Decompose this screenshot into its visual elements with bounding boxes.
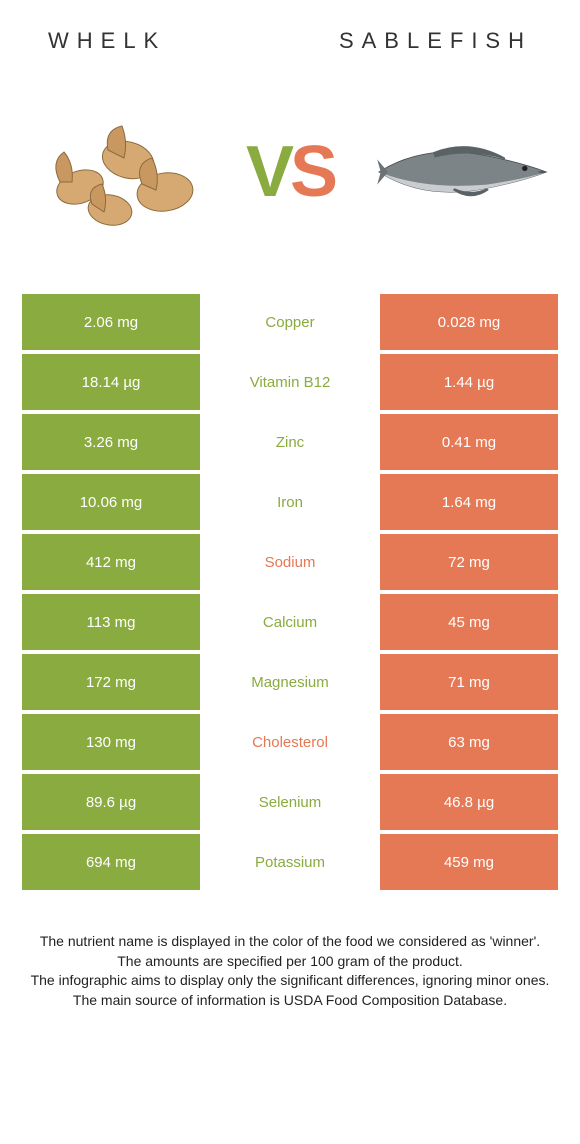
- footer-line: The infographic aims to display only the…: [26, 971, 554, 991]
- right-value-cell: 45 mg: [380, 594, 558, 650]
- right-food-image: [360, 82, 560, 262]
- vs-s: S: [290, 131, 334, 213]
- nutrient-label: Potassium: [200, 834, 380, 890]
- right-value-cell: 71 mg: [380, 654, 558, 710]
- images-row: VS: [0, 72, 580, 272]
- infographic-root: WHELK SABLEFISH VS: [0, 0, 580, 1010]
- right-value-cell: 459 mg: [380, 834, 558, 890]
- left-value-cell: 10.06 mg: [22, 474, 200, 530]
- nutrient-label: Calcium: [200, 594, 380, 650]
- nutrient-label: Zinc: [200, 414, 380, 470]
- table-row: 412 mgSodium72 mg: [22, 534, 558, 590]
- left-value-cell: 130 mg: [22, 714, 200, 770]
- left-value-cell: 694 mg: [22, 834, 200, 890]
- nutrient-label: Sodium: [200, 534, 380, 590]
- left-value-cell: 172 mg: [22, 654, 200, 710]
- left-value-cell: 412 mg: [22, 534, 200, 590]
- table-row: 18.14 µgVitamin B121.44 µg: [22, 354, 558, 410]
- right-value-cell: 1.44 µg: [380, 354, 558, 410]
- table-row: 10.06 mgIron1.64 mg: [22, 474, 558, 530]
- table-row: 694 mgPotassium459 mg: [22, 834, 558, 890]
- whelk-icon: [30, 92, 210, 252]
- left-value-cell: 2.06 mg: [22, 294, 200, 350]
- footer-line: The main source of information is USDA F…: [26, 991, 554, 1011]
- nutrient-label: Iron: [200, 474, 380, 530]
- nutrient-label: Selenium: [200, 774, 380, 830]
- right-value-cell: 0.41 mg: [380, 414, 558, 470]
- left-value-cell: 89.6 µg: [22, 774, 200, 830]
- header-titles: WHELK SABLEFISH: [0, 0, 580, 72]
- table-row: 172 mgMagnesium71 mg: [22, 654, 558, 710]
- footer-line: The amounts are specified per 100 gram o…: [26, 952, 554, 972]
- vs-v: V: [246, 131, 290, 213]
- right-food-title: SABLEFISH: [339, 28, 532, 54]
- footer-line: The nutrient name is displayed in the co…: [26, 932, 554, 952]
- vs-label: VS: [246, 131, 334, 213]
- table-row: 3.26 mgZinc0.41 mg: [22, 414, 558, 470]
- nutrient-label: Cholesterol: [200, 714, 380, 770]
- left-value-cell: 18.14 µg: [22, 354, 200, 410]
- table-row: 113 mgCalcium45 mg: [22, 594, 558, 650]
- right-value-cell: 63 mg: [380, 714, 558, 770]
- left-food-title: WHELK: [48, 28, 166, 54]
- left-food-image: [20, 82, 220, 262]
- right-value-cell: 1.64 mg: [380, 474, 558, 530]
- table-row: 89.6 µgSelenium46.8 µg: [22, 774, 558, 830]
- nutrient-label: Vitamin B12: [200, 354, 380, 410]
- nutrient-label: Copper: [200, 294, 380, 350]
- right-value-cell: 0.028 mg: [380, 294, 558, 350]
- left-value-cell: 113 mg: [22, 594, 200, 650]
- table-row: 2.06 mgCopper0.028 mg: [22, 294, 558, 350]
- footer-notes: The nutrient name is displayed in the co…: [0, 894, 580, 1010]
- left-value-cell: 3.26 mg: [22, 414, 200, 470]
- right-value-cell: 46.8 µg: [380, 774, 558, 830]
- nutrient-label: Magnesium: [200, 654, 380, 710]
- comparison-table: 2.06 mgCopper0.028 mg18.14 µgVitamin B12…: [0, 272, 580, 890]
- right-value-cell: 72 mg: [380, 534, 558, 590]
- sablefish-icon: [370, 92, 550, 252]
- table-row: 130 mgCholesterol63 mg: [22, 714, 558, 770]
